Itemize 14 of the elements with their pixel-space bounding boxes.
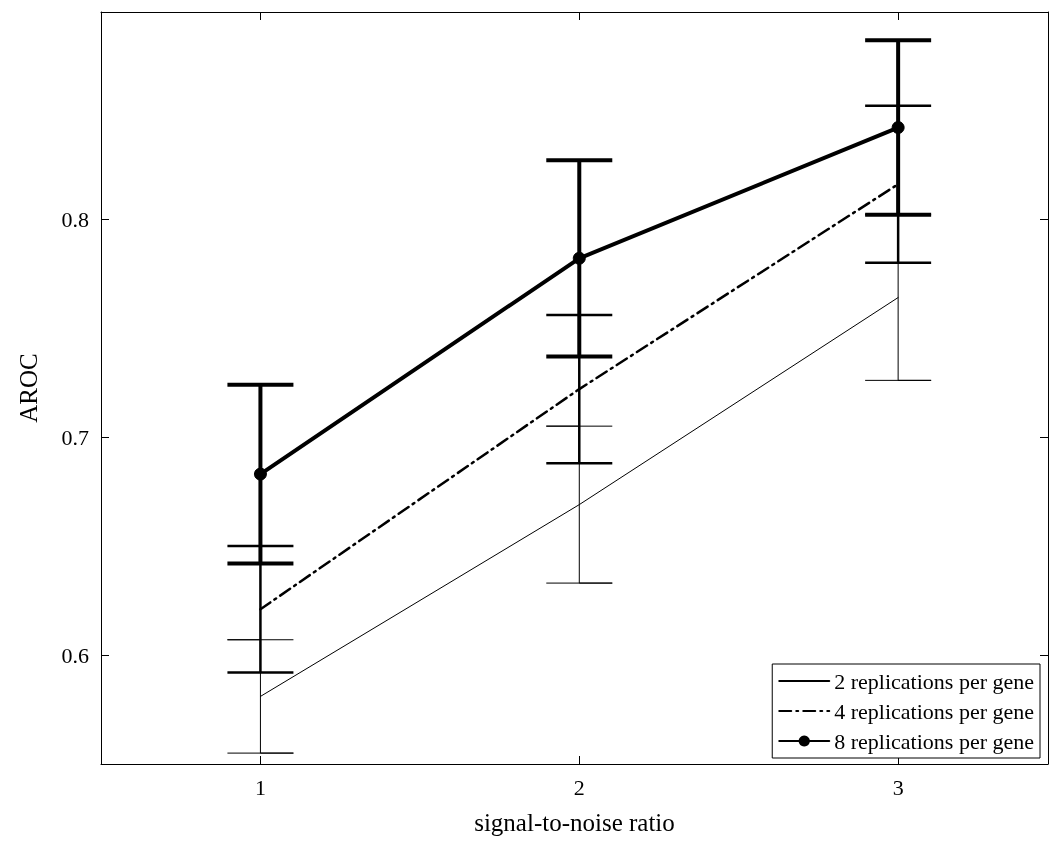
x-axis-title: signal-to-noise ratio bbox=[474, 809, 675, 836]
y-axis-title: AROC bbox=[15, 353, 42, 423]
y-tick-label: 0.7 bbox=[61, 424, 89, 450]
x-tick-label: 1 bbox=[254, 774, 266, 800]
legend-label: 8 replications per gene bbox=[834, 728, 1035, 754]
legend-label: 4 replications per gene bbox=[834, 698, 1035, 724]
x-tick-label: 2 bbox=[573, 774, 585, 800]
point bbox=[891, 121, 905, 135]
y-tick-label: 0.6 bbox=[61, 642, 89, 668]
y-tick-label: 0.8 bbox=[61, 206, 89, 232]
point bbox=[572, 251, 586, 265]
x-tick-label: 3 bbox=[892, 774, 904, 800]
point bbox=[253, 467, 267, 481]
legend-label: 2 replications per gene bbox=[834, 668, 1035, 694]
